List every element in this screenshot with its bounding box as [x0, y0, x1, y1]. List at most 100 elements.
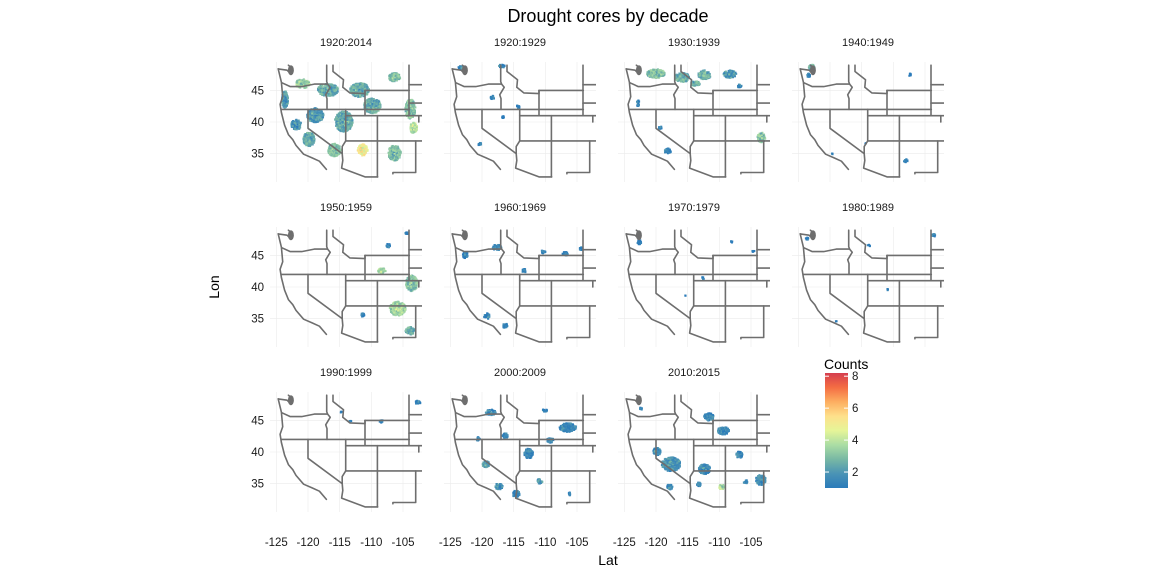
drought-cell: [646, 71, 649, 74]
drought-cell: [374, 103, 377, 106]
drought-cell: [413, 123, 416, 126]
drought-cell: [383, 268, 386, 271]
drought-cell: [284, 99, 287, 102]
drought-cell: [487, 317, 490, 320]
drought-cell: [360, 150, 363, 153]
drought-cell: [306, 80, 309, 83]
drought-cell: [396, 158, 399, 161]
drought-cell: [361, 89, 364, 92]
drought-cell: [489, 96, 492, 99]
drought-cell: [516, 105, 519, 108]
drought-cell: [406, 283, 409, 286]
drought-cell: [377, 109, 380, 112]
drought-cell: [348, 117, 351, 120]
drought-cell: [706, 71, 709, 74]
drought-cell: [389, 309, 392, 312]
drought-cell: [397, 300, 400, 303]
drought-cell: [724, 71, 727, 75]
drought-cell: [392, 149, 395, 152]
drought-cell: [406, 107, 409, 110]
drought-cell: [342, 112, 345, 115]
drought-cell: [659, 69, 662, 72]
panel-plot-area: [277, 229, 422, 343]
drought-cell: [311, 112, 314, 115]
facet-panel: 1930:1939: [618, 37, 770, 182]
drought-cell: [310, 117, 313, 120]
drought-cell: [808, 74, 811, 77]
drought-cell: [321, 116, 324, 119]
drought-cell: [409, 123, 412, 126]
drought-cell: [345, 124, 349, 127]
drought-cell: [393, 157, 396, 160]
drought-cell: [811, 64, 814, 67]
panel-plot-area: [625, 64, 770, 178]
drought-cell: [409, 106, 412, 109]
drought-cell: [395, 155, 398, 158]
drought-cell: [329, 87, 332, 90]
drought-cell: [396, 307, 399, 310]
drought-cell: [363, 143, 366, 146]
drought-cell: [318, 89, 321, 92]
drought-cell: [375, 105, 378, 108]
drought-cell: [409, 100, 412, 103]
drought-cell: [393, 308, 396, 311]
drought-cell: [395, 147, 398, 150]
drought-cell: [414, 106, 417, 109]
drought-cell: [409, 116, 412, 119]
drought-cell: [704, 71, 707, 74]
drought-cell: [391, 310, 394, 313]
drought-cell: [415, 126, 418, 129]
drought-cell: [338, 111, 342, 114]
drought-cell: [317, 86, 320, 89]
drought-cell: [350, 120, 353, 123]
drought-cell: [655, 70, 658, 73]
drought-cell: [331, 154, 334, 157]
drought-cell: [405, 286, 408, 289]
state-boundary-line: [344, 254, 366, 282]
drought-cell: [395, 157, 398, 160]
drought-cell: [302, 78, 305, 81]
drought-cell: [757, 138, 760, 141]
drought-cell: [392, 75, 395, 78]
drought-cell: [335, 147, 338, 150]
drought-cell: [360, 152, 363, 155]
drought-cell: [657, 74, 660, 77]
drought-cell: [333, 144, 336, 147]
drought-cell: [305, 86, 308, 89]
drought-cell: [308, 82, 311, 86]
drought-cell: [334, 117, 338, 120]
drought-cell: [637, 102, 640, 106]
drought-cell: [664, 150, 668, 153]
drought-cell: [336, 90, 339, 93]
drought-cell: [345, 122, 349, 125]
drought-cell: [697, 72, 700, 75]
drought-cell: [406, 101, 409, 104]
drought-cell: [697, 81, 700, 84]
drought-cell: [758, 132, 761, 135]
drought-cell: [310, 132, 314, 135]
drought-cell: [340, 115, 343, 118]
drought-cell: [659, 126, 662, 129]
drought-cell: [393, 149, 396, 152]
drought-cell: [307, 136, 310, 139]
drought-cell: [313, 115, 316, 118]
drought-cell: [692, 83, 695, 86]
facet-strip-label: 1920:1929: [494, 37, 546, 49]
drought-cell: [332, 144, 335, 147]
state-boundary-line: [451, 68, 502, 171]
drought-cell: [314, 117, 317, 120]
drought-cell: [359, 82, 362, 85]
drought-cell: [306, 132, 309, 135]
drought-cell: [413, 281, 416, 284]
drought-cell: [412, 275, 415, 278]
drought-cell: [351, 119, 354, 122]
drought-cell: [359, 95, 362, 98]
drought-cell: [655, 73, 658, 76]
state-boundary-line: [506, 64, 540, 95]
drought-cell: [411, 289, 414, 292]
drought-cell: [565, 251, 568, 254]
drought-cell: [282, 96, 285, 99]
drought-cell: [397, 76, 400, 79]
drought-cell: [488, 315, 491, 318]
state-boundary-line: [281, 247, 329, 253]
